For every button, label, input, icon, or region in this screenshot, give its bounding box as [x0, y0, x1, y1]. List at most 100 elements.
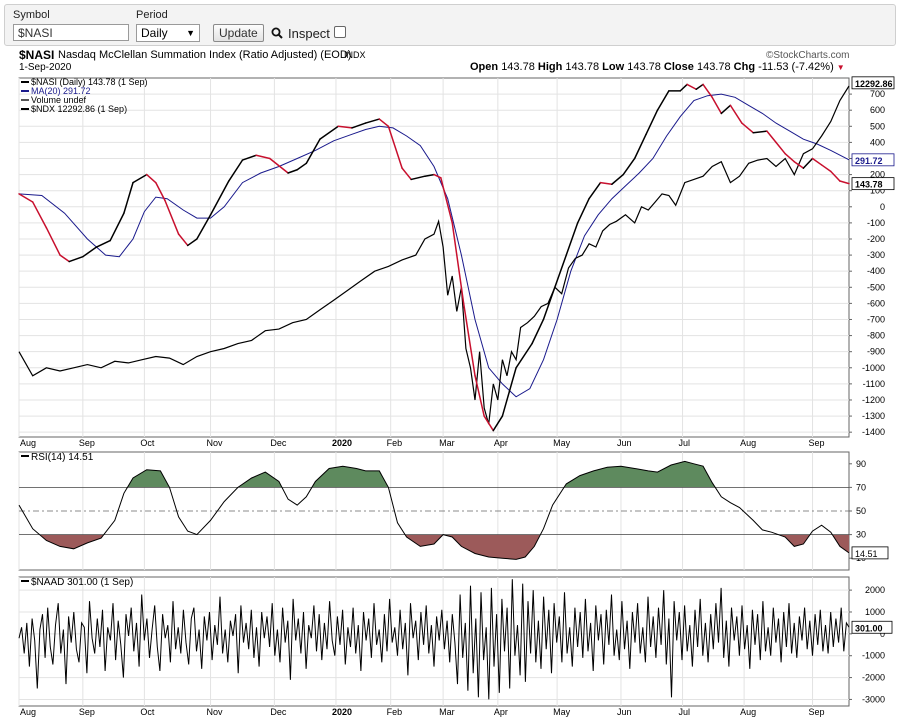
main-y-tick-label: -1100	[863, 379, 885, 389]
nasi-value-tag: 143.78	[855, 180, 883, 190]
main-x-tick-label: Mar	[439, 438, 455, 448]
nasi-segment	[686, 83, 697, 91]
nasi-segment	[599, 181, 613, 186]
nasi-segment	[145, 173, 157, 184]
nasi-segment	[132, 173, 148, 184]
main-x-tick-label: Sep	[809, 438, 825, 448]
main-x-tick-label: 2020	[332, 438, 352, 448]
main-y-tick-label: -1400	[862, 427, 885, 437]
inspect-checkbox[interactable]	[334, 26, 346, 38]
chevron-down-icon: ▼	[186, 28, 195, 38]
period-select-value: Daily	[141, 26, 168, 40]
naad-line	[18, 579, 850, 700]
nasi-segment	[462, 302, 476, 377]
ohlc-readout: Open 143.78 High 143.78 Low 143.78 Close…	[470, 61, 845, 73]
main-y-tick-label: -400	[867, 266, 885, 276]
naad-x-tick-label: Oct	[140, 707, 155, 717]
nasi-segment	[109, 212, 125, 242]
main-x-tick-label: May	[553, 438, 571, 448]
rsi-oversold-fill	[19, 534, 849, 560]
chg-down-icon: ▼	[836, 63, 845, 72]
nasi-segment	[387, 125, 403, 169]
naad-x-tick-label: 2020	[332, 707, 352, 717]
nasi-segment	[269, 157, 289, 174]
nasi-segment	[59, 254, 70, 263]
nasi-segment	[839, 180, 850, 185]
nasi-segment	[424, 173, 435, 177]
nasi-segment	[508, 367, 517, 393]
nasi-segment	[492, 415, 504, 432]
naad-x-tick-label: Mar	[439, 707, 455, 717]
naad-x-tick-label: Sep	[79, 707, 95, 717]
symbol-input[interactable]: $NASI	[13, 24, 129, 41]
symbol-label: Symbol	[13, 9, 50, 21]
nasi-segment	[830, 170, 841, 182]
nasi-segment	[287, 169, 298, 174]
main-y-tick-label: -600	[867, 298, 885, 308]
nasi-segment	[720, 104, 732, 115]
nasi-segment	[802, 157, 814, 169]
naad-x-tick-label: May	[553, 707, 571, 717]
naad-y-tick-label: -3000	[862, 694, 885, 704]
nasi-segment	[752, 130, 768, 134]
nasi-segment	[410, 175, 426, 181]
update-button[interactable]: Update	[213, 24, 264, 42]
nasi-segment	[474, 375, 485, 417]
main-y-tick-label: -200	[867, 234, 885, 244]
chart-symbol: $NASI	[19, 48, 55, 62]
main-y-tick-label: -1300	[862, 411, 885, 421]
rsi-y-tick-label: 30	[856, 530, 866, 540]
naad-x-tick-label: Dec	[270, 707, 287, 717]
naad-x-tick-label: Sep	[809, 707, 825, 717]
nasi-segment	[31, 201, 48, 229]
rsi-line	[18, 460, 850, 560]
copyright: ©StockCharts.com	[766, 50, 850, 61]
main-panel	[18, 77, 850, 438]
nasi-segment	[440, 177, 453, 224]
inspect-label: Inspect	[288, 26, 330, 41]
nasi-segment	[679, 83, 688, 92]
low-value: 143.78	[627, 61, 661, 73]
main-y-tick-label: 700	[870, 89, 885, 99]
main-x-tick-label: Sep	[79, 438, 95, 448]
chg-value: -11.53 (-7.42%)	[758, 61, 834, 73]
main-y-tick-label: 100	[870, 186, 885, 196]
naad-y-tick-label: -1000	[862, 651, 885, 661]
high-value: 143.78	[565, 61, 600, 73]
nasi-segment	[186, 238, 198, 247]
close-label: Close	[663, 61, 694, 73]
main-y-tick-label: -1200	[862, 395, 885, 405]
main-y-tick-label: -700	[867, 314, 885, 324]
ndx-line	[18, 85, 850, 425]
rsi-y-tick-label: 90	[856, 459, 866, 469]
nasi-segment	[196, 214, 212, 240]
high-label: High	[537, 61, 563, 73]
low-label: Low	[602, 61, 625, 73]
nasi-segment	[811, 157, 823, 166]
nasi-segment	[645, 109, 659, 136]
nasi-segment	[633, 133, 647, 160]
chart-date: 1-Sep-2020	[19, 62, 72, 73]
nasi-segment	[319, 125, 339, 140]
search-icon	[271, 27, 283, 39]
naad-y-tick-label: 2000	[865, 585, 885, 595]
nasi-segment	[68, 255, 84, 263]
nasi-segment	[611, 173, 625, 186]
nasi-segment	[766, 130, 777, 144]
naad-x-tick-label: Aug	[20, 707, 36, 717]
nasi-segment	[123, 181, 134, 214]
ndx-value-tag-box	[851, 76, 895, 90]
nasi-segment	[622, 157, 636, 176]
naad-x-tick-label: Apr	[494, 707, 508, 717]
nasi-segment	[305, 138, 321, 165]
nasi-segment	[542, 286, 556, 321]
main-x-tick-label: Aug	[740, 438, 756, 448]
ma-value-tag: 291.72	[855, 156, 883, 166]
nasi-segment	[296, 162, 308, 171]
nasi-segment	[702, 83, 713, 99]
rsi-overbought-fill	[19, 461, 849, 488]
nasi-segment	[531, 318, 545, 345]
period-select[interactable]: Daily ▼	[136, 24, 200, 42]
nasi-segment	[784, 152, 796, 163]
